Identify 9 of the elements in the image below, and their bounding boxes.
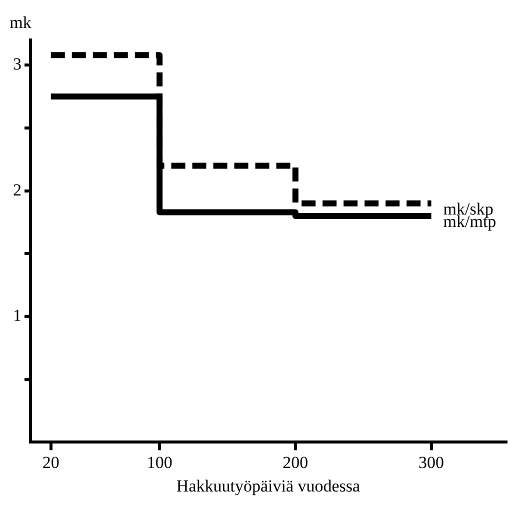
y-tick-label: 2 — [13, 180, 22, 200]
x-tick-label: 20 — [42, 452, 60, 472]
y-tick-label: 3 — [13, 54, 22, 74]
y-tick-label: 1 — [13, 306, 22, 325]
x-tick-label: 300 — [418, 452, 444, 472]
x-axis-title: Hakkuutyöpäiviä vuodessa — [176, 476, 361, 496]
x-tick-label: 200 — [282, 452, 308, 472]
x-tick-label: 100 — [146, 452, 172, 472]
y-axis-title: mk — [10, 12, 32, 32]
